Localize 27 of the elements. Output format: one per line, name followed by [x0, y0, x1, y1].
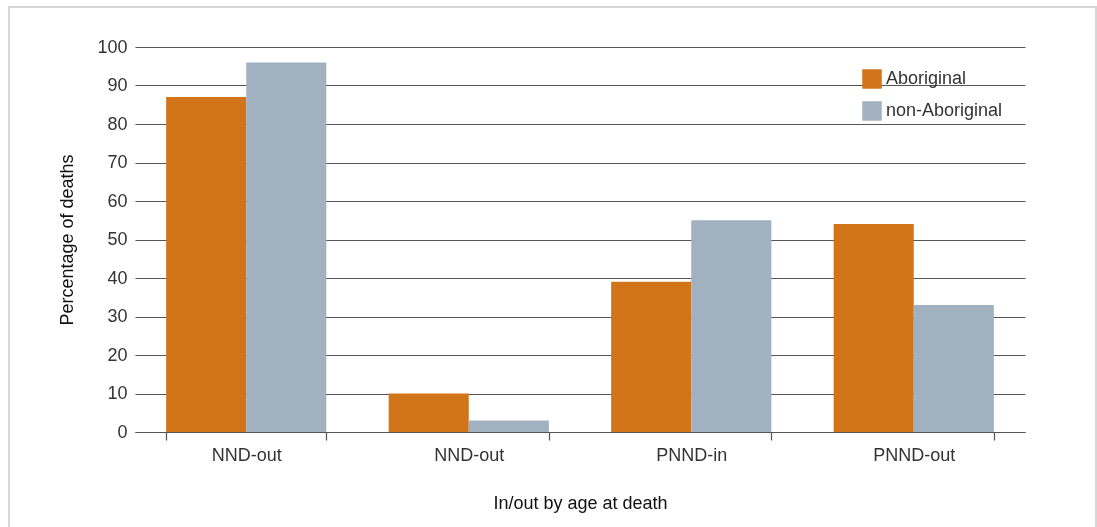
y-tick-label: 50	[107, 229, 128, 249]
y-tick-label: 60	[107, 190, 128, 211]
x-tick-label: PNND-in	[656, 444, 728, 465]
y-tick-label: 10	[107, 383, 128, 403]
bar	[166, 97, 247, 432]
bar	[691, 220, 772, 432]
legend-label: non-Aboriginal	[886, 100, 1003, 120]
y-tick-label: 30	[107, 306, 128, 326]
y-tick-label: 0	[117, 421, 128, 442]
y-tick-label: 100	[97, 36, 128, 57]
bar	[388, 393, 469, 432]
x-axis-title: In/out by age at death	[493, 492, 668, 513]
y-tick-label: 90	[107, 75, 128, 95]
x-tick-label: PNND-out	[873, 444, 956, 465]
bar	[611, 281, 692, 432]
x-tick-label: NND-out	[211, 444, 282, 465]
y-tick-label: 80	[107, 113, 128, 134]
bar	[246, 62, 327, 432]
y-tick-label: 20	[107, 344, 128, 365]
y-axis-title: Percentage of deaths	[57, 154, 78, 326]
bar	[913, 304, 994, 432]
y-tick-label: 70	[107, 152, 128, 172]
x-tick-label: NND-out	[434, 444, 505, 465]
bar	[468, 420, 549, 432]
bar	[833, 224, 914, 432]
y-tick-label: 40	[107, 267, 128, 288]
legend-label: Aboriginal	[886, 68, 967, 88]
